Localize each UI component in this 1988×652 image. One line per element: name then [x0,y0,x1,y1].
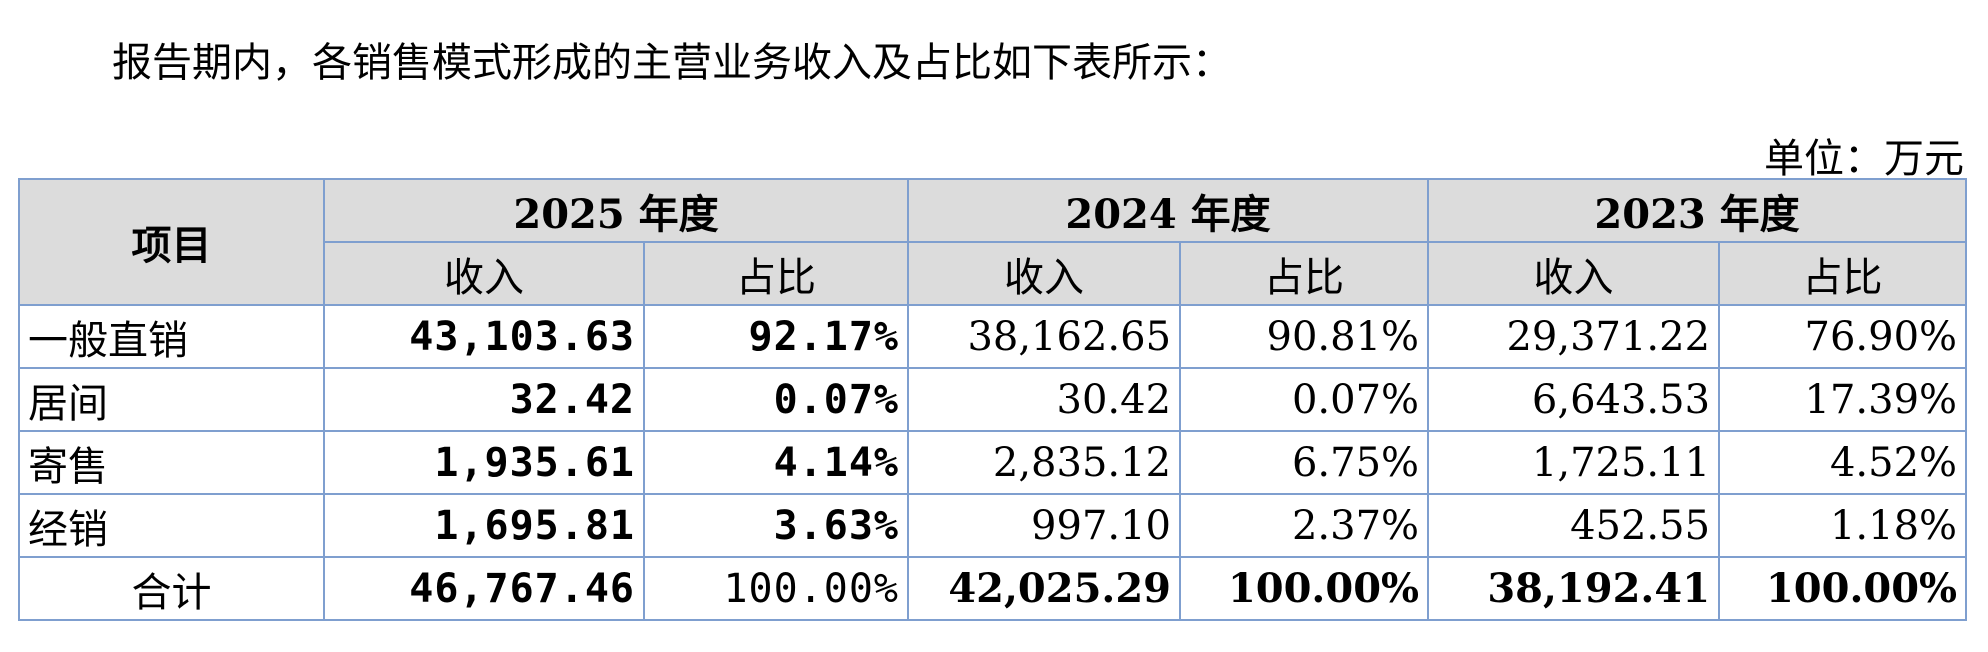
share-cell: 4.14% [642,430,910,495]
share-cell: 100.00% [642,556,910,621]
table-row: 经销 1,695.81 3.63% 997.10 2.37% 452.55 1.18% [18,493,1968,558]
share-cell: 2.37% [1179,493,1430,558]
share-cell: 100.00% [1718,556,1968,621]
revenue-cell: 46,767.46 [323,556,645,621]
share-cell: 0.07% [642,367,910,432]
sales-table: 项目 2025 年度 2024 年度 2023 年度 收入 占比 收入 占比 收入 占比 一般直销… [18,178,1968,621]
share-cell: 17.39% [1718,367,1968,432]
share-cell: 92.17% [642,304,910,369]
header-row: 项目 2025 年度 2024 年度 2023 年度 [18,178,1968,306]
row-label: 寄售 [18,430,325,495]
column-header: 占比 [1179,241,1430,306]
share-cell: 90.81% [1179,304,1430,369]
revenue-cell: 2,835.12 [907,430,1182,495]
share-cell: 1.18% [1718,493,1968,558]
year-header: 2024 年度 [907,178,1430,243]
revenue-cell: 32.42 [323,367,645,432]
row-label: 居间 [18,367,325,432]
column-header: 收入 [1427,241,1721,306]
revenue-cell: 452.55 [1427,493,1721,558]
share-cell: 100.00% [1179,556,1430,621]
table-row: 合计 46,767.46 100.00% 42,025.29 100.00% 38,192… [18,556,1968,621]
revenue-cell: 30.42 [907,367,1182,432]
column-header: 占比 [1718,241,1968,306]
corner-header: 项目 [18,178,325,306]
share-cell: 3.63% [642,493,910,558]
share-cell: 76.90% [1718,304,1968,369]
revenue-cell: 1,935.61 [323,430,645,495]
unit-label: 单位：万元 [1764,136,1964,182]
table-row: 一般直销 43,103.63 92.17% 38,162.65 90.81% 29,371… [18,304,1968,369]
revenue-cell: 997.10 [907,493,1182,558]
share-cell: 0.07% [1179,367,1430,432]
intro-text: 报告期内，各销售模式形成的主营业务收入及占比如下表所示： [112,40,1232,86]
revenue-cell: 38,162.65 [907,304,1182,369]
row-label: 经销 [18,493,325,558]
revenue-cell: 43,103.63 [323,304,645,369]
column-header: 收入 [907,241,1182,306]
revenue-cell: 1,725.11 [1427,430,1721,495]
column-header: 收入 [323,241,645,306]
year-header: 2025 年度 [322,178,910,243]
revenue-cell: 38,192.41 [1427,556,1721,621]
column-header: 占比 [642,241,910,306]
table-row: 居间 32.42 0.07% 30.42 0.07% 6,643.53 17.39% [18,367,1968,432]
year-header: 2023 年度 [1427,178,1968,243]
revenue-cell: 42,025.29 [907,556,1182,621]
table-row: 寄售 1,935.61 4.14% 2,835.12 6.75% 1,725.11 4.52… [18,430,1968,495]
revenue-cell: 6,643.53 [1427,367,1721,432]
row-label: 一般直销 [18,304,325,369]
subheader-row: 收入 占比 收入 占比 收入 占比 [19,241,1968,306]
share-cell: 6.75% [1179,430,1430,495]
revenue-cell: 1,695.81 [323,493,645,558]
row-label: 合计 [18,556,325,621]
revenue-cell: 29,371.22 [1427,304,1721,369]
share-cell: 4.52% [1718,430,1968,495]
